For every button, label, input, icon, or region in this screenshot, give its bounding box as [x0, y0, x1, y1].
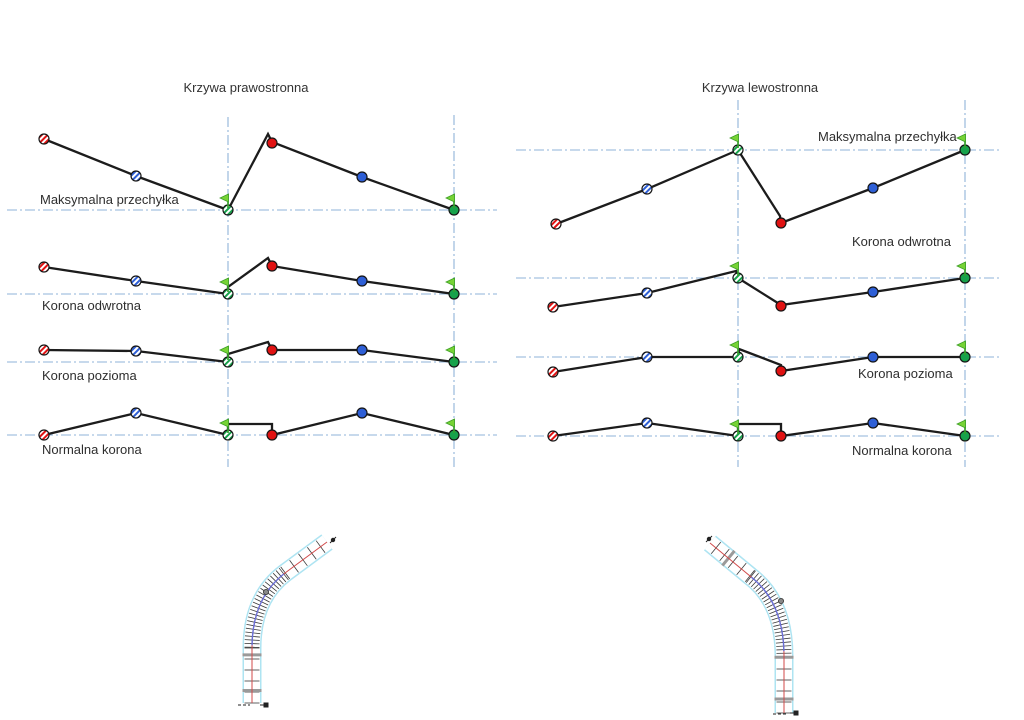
station-marker-rh	[547, 366, 559, 378]
station-marker-r	[266, 344, 278, 356]
flag-icon	[219, 277, 229, 287]
row-label-korona-odwrotna: Korona odwrotna	[42, 298, 142, 313]
curve-centerline	[709, 542, 785, 713]
station-marker-bh	[130, 170, 142, 182]
row-label-maksymalna-przechylka: Maksymalna przechyłka	[40, 192, 179, 207]
curve-midpoint-marker	[262, 589, 269, 596]
station-marker-bh	[641, 417, 653, 429]
flag-icon	[219, 418, 229, 428]
row-label-normalna-korona: Normalna korona	[42, 442, 142, 457]
flag-icon	[956, 261, 966, 271]
alignment-plan-views	[238, 534, 799, 716]
flag-icon	[956, 133, 966, 143]
station-marker-rh	[38, 133, 50, 145]
station-flag-icons	[219, 133, 966, 434]
row-label-maksymalna-przechylka: Maksymalna przechyłka	[818, 129, 957, 144]
row-label-korona-odwrotna: Korona odwrotna	[852, 234, 952, 249]
superelevation-polyline	[736, 421, 966, 438]
flag-icon	[729, 419, 739, 429]
station-marker-b	[867, 286, 879, 298]
flag-icon	[445, 418, 455, 428]
station-marker-b	[867, 417, 879, 429]
flag-icon	[729, 261, 739, 271]
end-station-glyph	[793, 710, 799, 716]
station-marker-b	[356, 344, 368, 356]
right-panel-title: Krzywa lewostronna	[701, 80, 819, 95]
end-station-tick	[705, 535, 713, 543]
flag-icon	[219, 345, 229, 355]
station-marker-bh	[130, 407, 142, 419]
station-marker-rh	[38, 429, 50, 441]
flag-icon	[729, 133, 739, 143]
left-panel-title: Krzywa prawostronna	[183, 80, 309, 95]
station-marker-r	[266, 429, 278, 441]
station-marker-b	[356, 171, 368, 183]
station-marker-bh	[641, 287, 653, 299]
station-marker-b	[867, 182, 879, 194]
station-marker-b	[867, 351, 879, 363]
superelevation-polyline	[226, 411, 455, 437]
superelevation-polyline	[226, 131, 455, 212]
station-marker-rh	[38, 261, 50, 273]
station-marker-bh	[641, 183, 653, 195]
station-marker-r	[775, 217, 787, 229]
flag-icon	[445, 345, 455, 355]
station-marker-b	[356, 407, 368, 419]
superelevation-polyline	[737, 276, 966, 307]
flag-icon	[956, 419, 966, 429]
station-marker-r	[266, 137, 278, 149]
flag-icon	[445, 277, 455, 287]
station-marker-rh	[550, 218, 562, 230]
superelevation-polyline	[226, 256, 455, 296]
plan-left-curve	[703, 535, 799, 716]
station-marker-r	[775, 365, 787, 377]
curve-midpoint-marker	[778, 598, 785, 605]
superelevation-polyline	[226, 340, 455, 364]
flag-icon	[445, 193, 455, 203]
station-marker-r	[775, 300, 787, 312]
flag-icon	[729, 340, 739, 350]
station-marker-rh	[38, 344, 50, 356]
station-marker-r	[266, 260, 278, 272]
station-marker-b	[356, 275, 368, 287]
row-label-normalna-korona: Normalna korona	[852, 443, 952, 458]
superelevation-polyline	[737, 148, 966, 225]
flag-icon	[219, 193, 229, 203]
plan-right-curve	[238, 534, 337, 708]
curve-centerline	[251, 541, 328, 703]
station-marker-bh	[130, 275, 142, 287]
station-marker-r	[775, 430, 787, 442]
station-marker-bh	[641, 351, 653, 363]
station-marker-bh	[130, 345, 142, 357]
flag-icon	[956, 340, 966, 350]
row-label-korona-pozioma: Korona pozioma	[858, 366, 953, 381]
station-marker-rh	[547, 301, 559, 313]
superelevation-profile-lines	[43, 131, 966, 438]
station-marker-rh	[547, 430, 559, 442]
end-station-glyph	[263, 702, 269, 708]
row-label-korona-pozioma: Korona pozioma	[42, 368, 137, 383]
end-station-tick	[329, 536, 337, 544]
